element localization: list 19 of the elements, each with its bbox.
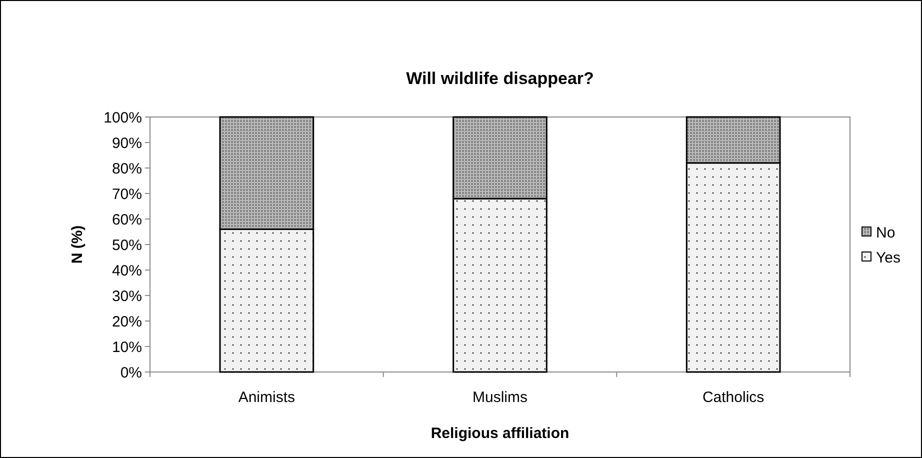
y-tick-label: 100% [104, 109, 142, 126]
y-tick-label: 40% [112, 262, 142, 280]
y-tick-label: 20% [112, 313, 142, 330]
y-tick-label: 60% [112, 211, 142, 228]
x-tick-label: Catholics [702, 389, 764, 406]
x-tick-label: Muslims [472, 389, 528, 406]
y-tick-label: 70% [112, 186, 142, 203]
y-tick-label: 80% [112, 160, 142, 178]
x-tick-label: Animists [238, 389, 296, 406]
y-tick-label: 0% [120, 364, 142, 382]
legend-label: No [876, 224, 896, 242]
chart-title: Will wildlife disappear? [406, 69, 594, 88]
y-tick-label: 10% [112, 338, 142, 356]
y-tick-label: 50% [112, 236, 142, 254]
y-tick-label: 90% [112, 134, 142, 152]
y-axis-title: N (%) [69, 225, 86, 264]
y-tick-label: 30% [112, 288, 142, 305]
legend-label: Yes [876, 249, 900, 266]
x-axis-title: Religious affiliation [430, 425, 570, 442]
